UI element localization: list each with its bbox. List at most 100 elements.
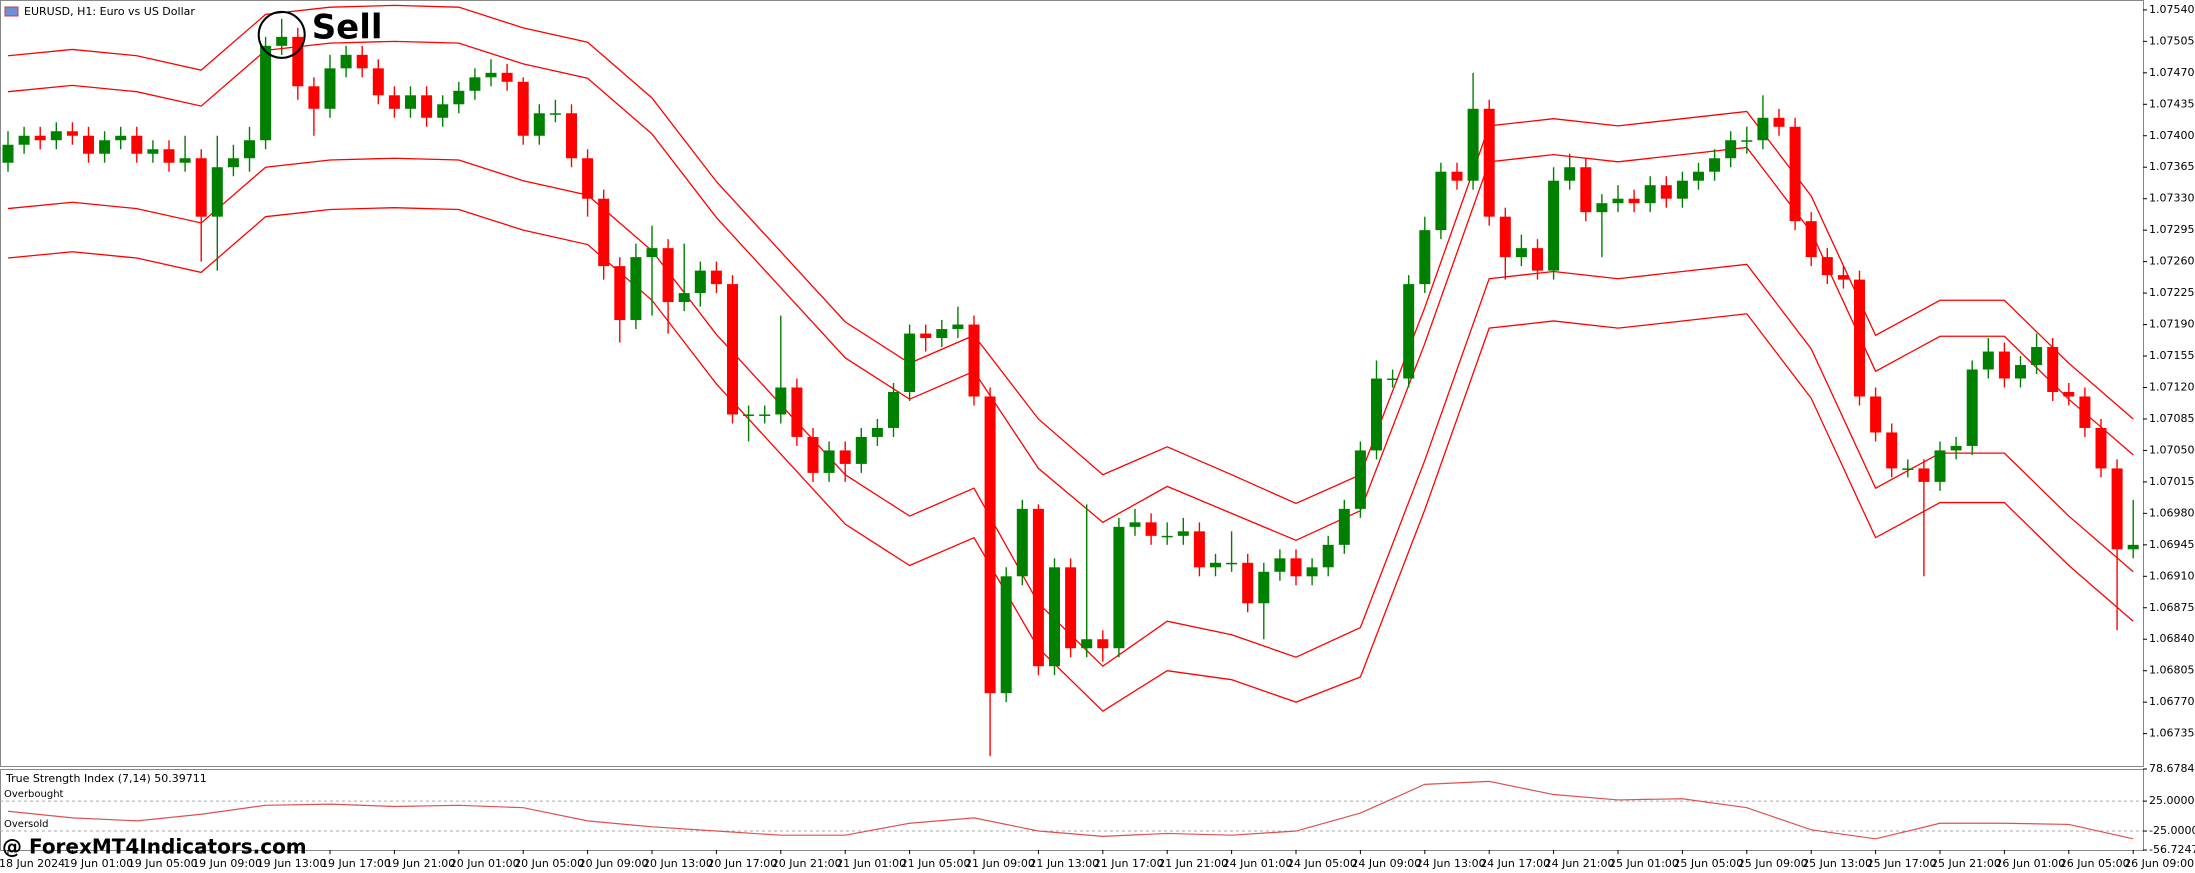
candle-body — [1467, 108, 1479, 181]
candle-body — [99, 140, 111, 154]
candle-body — [598, 198, 610, 267]
candle-body — [1886, 432, 1898, 469]
level-label: Overbought — [4, 789, 64, 800]
level-label: Oversold — [4, 819, 49, 830]
candle-body — [2095, 427, 2107, 469]
candle-body — [1612, 198, 1624, 204]
candle-body — [920, 333, 932, 339]
candle-body — [66, 131, 78, 136]
x-tick-label: 24 Jun 05:00 — [1287, 857, 1357, 870]
x-tick-label: 21 Jun 21:00 — [1158, 857, 1228, 870]
candle-body — [18, 135, 30, 145]
candle-body — [1934, 450, 1946, 482]
candle-body — [485, 72, 497, 78]
x-tick-label: 25 Jun 17:00 — [1867, 857, 1937, 870]
candle-body — [1628, 198, 1640, 204]
y-tick-label: 1.06770 — [2149, 695, 2195, 708]
band-line — [7, 4, 2134, 505]
candle-body — [1580, 167, 1592, 213]
candle-body — [1113, 526, 1125, 649]
candle-body — [324, 68, 336, 109]
candle-body — [131, 135, 143, 154]
candle-body — [871, 427, 883, 437]
candle-body — [195, 158, 207, 217]
x-tick-label: 19 Jun 21:00 — [385, 857, 455, 870]
candle-body — [1483, 108, 1495, 217]
candle-body — [743, 414, 755, 416]
y-tick-label: 1.06945 — [2149, 538, 2195, 551]
candle-body — [1515, 248, 1527, 258]
x-tick-label: 20 Jun 17:00 — [707, 857, 777, 870]
candle-body — [888, 391, 899, 428]
candle-body — [1161, 535, 1173, 538]
candle-body — [1226, 562, 1238, 565]
candle-body — [727, 284, 738, 415]
candle-body — [453, 90, 465, 105]
candle-body — [566, 113, 577, 159]
tsi-line — [7, 780, 2134, 840]
y-tick-label: 1.07225 — [2149, 286, 2195, 299]
candle-body — [1966, 369, 1978, 446]
candle-body — [115, 135, 127, 141]
candle-body — [1805, 221, 1817, 258]
candle-body — [1902, 468, 1914, 470]
y-tick-label: 1.07120 — [2149, 380, 2195, 393]
candle-body — [163, 149, 175, 163]
band-line — [7, 207, 2134, 712]
x-tick-label: 19 Jun 17:00 — [321, 857, 391, 870]
candle-body — [1274, 558, 1286, 572]
candle-body — [1854, 279, 1865, 397]
candle-body — [421, 95, 433, 118]
x-tick-label: 18 Jun 2024 — [0, 857, 65, 870]
candle-body — [1451, 171, 1463, 181]
candle-body — [469, 77, 481, 91]
candle-body — [292, 36, 304, 87]
candle-body — [260, 45, 272, 141]
candle-body — [1870, 396, 1882, 433]
candle-body — [839, 450, 851, 464]
candle-body — [968, 324, 980, 397]
x-tick-label: 25 Jun 01:00 — [1609, 857, 1679, 870]
candle-body — [1548, 180, 1560, 271]
y-tick-label: 1.07400 — [2149, 129, 2195, 142]
candle-body — [276, 36, 288, 46]
x-tick-label: 25 Jun 05:00 — [1673, 857, 1743, 870]
candle-body — [227, 158, 239, 168]
candle-body — [356, 54, 368, 69]
candle-body — [1998, 351, 2010, 379]
sell-label: Sell — [312, 7, 383, 47]
candle-body — [388, 95, 400, 109]
candle-body — [1242, 562, 1254, 604]
candle-body — [308, 86, 320, 109]
candle-body — [1081, 639, 1093, 649]
candle-body — [614, 266, 626, 321]
candle-body — [1258, 571, 1270, 604]
candle-body — [1403, 284, 1415, 379]
y-tick-label: 25.00000 — [2149, 794, 2195, 807]
candle-body — [517, 81, 529, 136]
candle-body — [1693, 171, 1704, 181]
x-tick-label: 24 Jun 09:00 — [1351, 857, 1421, 870]
candle-body — [1387, 378, 1399, 381]
y-tick-label: -56.72475 — [2149, 843, 2195, 856]
indicator-title: True Strength Index (7,14) 50.39711 — [5, 772, 207, 785]
x-tick-label: 20 Jun 09:00 — [579, 857, 649, 870]
candle-body — [533, 113, 545, 136]
candle-body — [1177, 531, 1189, 536]
candle-body — [2015, 365, 2026, 379]
candle-body — [791, 387, 803, 437]
y-tick-label: 1.06875 — [2149, 601, 2195, 614]
candle-body — [1354, 450, 1366, 509]
indicator-panel — [0, 769, 2144, 851]
candle-body — [1049, 567, 1060, 667]
x-tick-label: 26 Jun 09:00 — [2124, 857, 2194, 870]
x-tick-label: 21 Jun 05:00 — [901, 857, 971, 870]
x-tick-label: 26 Jun 05:00 — [2060, 857, 2130, 870]
x-tick-label: 21 Jun 17:00 — [1094, 857, 1164, 870]
candle-body — [1000, 576, 1012, 694]
candle-body — [2047, 347, 2059, 392]
y-tick-label: 1.07050 — [2149, 443, 2195, 456]
y-tick-label: 1.07295 — [2149, 223, 2195, 236]
